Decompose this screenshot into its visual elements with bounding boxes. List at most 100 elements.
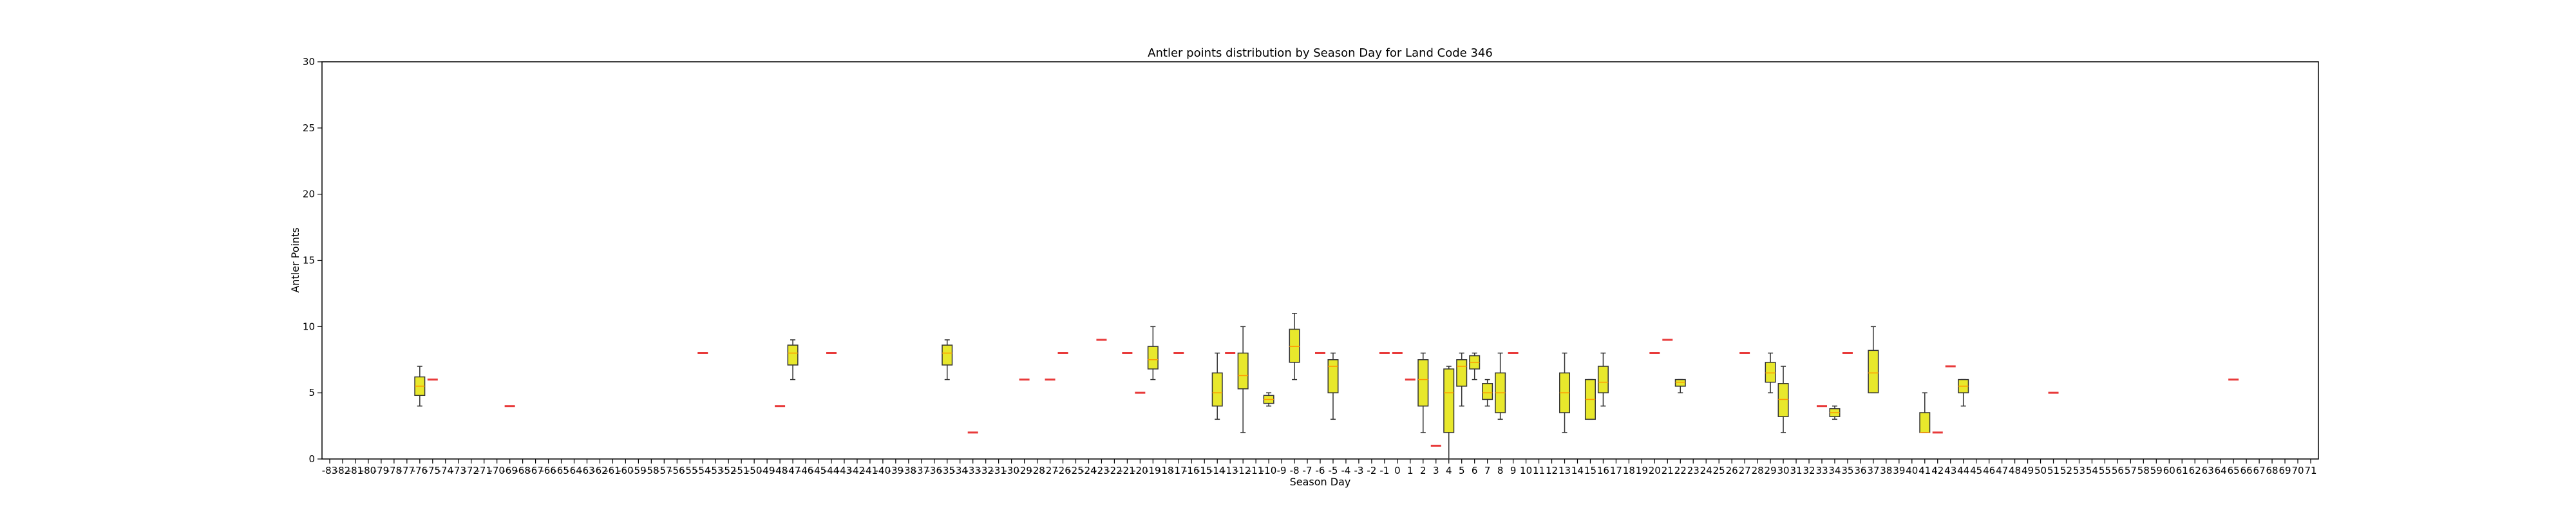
x-tick-label: -24: [1081, 465, 1097, 476]
x-tick-label: -54: [695, 465, 711, 476]
x-tick-label: 50: [2034, 465, 2047, 476]
x-tick-label: -17: [1171, 465, 1187, 476]
x-tick-label: -23: [1094, 465, 1110, 476]
box-plot: [942, 339, 953, 380]
box-plot: [414, 366, 426, 407]
x-tick-label: 12: [1546, 465, 1558, 476]
x-tick-label: 60: [2163, 465, 2175, 476]
x-tick-label: 13: [1558, 465, 1571, 476]
x-tick-label: 14: [1571, 465, 1584, 476]
x-tick-label: -44: [824, 465, 840, 476]
x-tick-label: 27: [1739, 465, 1751, 476]
x-tick-label: 1: [1407, 465, 1414, 476]
x-tick-label: -21: [1119, 465, 1135, 476]
x-tick-label: -58: [643, 465, 659, 476]
x-tick-label: 2: [1420, 465, 1426, 476]
x-tick-label: -1: [1379, 465, 1389, 476]
x-tick-label: -66: [540, 465, 556, 476]
x-tick-label: -35: [940, 465, 956, 476]
box-body: [1456, 359, 1468, 387]
x-tick-label: 4: [1446, 465, 1452, 476]
x-tick-label: 57: [2125, 465, 2137, 476]
x-tick-label: 33: [1815, 465, 1828, 476]
x-tick-label: -72: [463, 465, 479, 476]
x-tick-label: -22: [1106, 465, 1122, 476]
box-plot: [1263, 392, 1274, 407]
box-body: [1147, 346, 1159, 370]
box-plot: [1584, 379, 1596, 420]
x-tick-label: -51: [734, 465, 750, 476]
box-plot: [1597, 352, 1609, 407]
x-tick-label: 49: [2022, 465, 2034, 476]
x-tick-label: -34: [952, 465, 968, 476]
box-body: [1289, 328, 1300, 363]
box-plot: [1495, 352, 1506, 420]
x-tick-label: 52: [2060, 465, 2072, 476]
plot-area: [321, 61, 2319, 460]
x-tick-label: -8: [1290, 465, 1300, 476]
box-series: [414, 313, 1969, 460]
x-tick-label: 41: [1918, 465, 1931, 476]
x-tick-label: 15: [1584, 465, 1596, 476]
x-tick-label: -25: [1068, 465, 1084, 476]
x-tick-label: 9: [1510, 465, 1517, 476]
x-tick-label: -18: [1158, 465, 1174, 476]
x-tick-label: -60: [618, 465, 634, 476]
y-tick-label: 0: [308, 453, 315, 465]
x-tick-label: 16: [1597, 465, 1609, 476]
x-tick-label: -82: [335, 465, 351, 476]
x-tick-label: 62: [2189, 465, 2201, 476]
x-tick-label: -70: [489, 465, 505, 476]
y-tick-label: 30: [303, 56, 315, 68]
x-tick-label: 26: [1726, 465, 1738, 476]
x-tick-label: 8: [1497, 465, 1504, 476]
x-tick-label: 24: [1700, 465, 1712, 476]
x-tick-label: -73: [450, 465, 466, 476]
x-tick-label: 10: [1520, 465, 1532, 476]
x-tick-label: 70: [2291, 465, 2304, 476]
x-tick-label: 25: [1713, 465, 1725, 476]
x-tick-label: 39: [1893, 465, 1905, 476]
x-tick-label: 40: [1906, 465, 1918, 476]
box-body: [942, 344, 953, 366]
box-body: [1597, 366, 1609, 393]
x-tick-label: 45: [1970, 465, 1982, 476]
box-body: [1327, 359, 1339, 393]
x-tick-label: 36: [1854, 465, 1866, 476]
x-tick-label: 22: [1674, 465, 1687, 476]
x-tick-label: -3: [1354, 465, 1363, 476]
y-axis-title: Antler Points: [289, 227, 301, 292]
box-plot: [1868, 326, 1879, 393]
x-tick-label: 68: [2266, 465, 2278, 476]
x-tick-label: -28: [1029, 465, 1045, 476]
y-tick-label: 10: [303, 321, 315, 332]
x-tick-label: -29: [1016, 465, 1032, 476]
box-plot: [1443, 366, 1455, 460]
box-plot: [1829, 405, 1841, 420]
x-tick-label: 0: [1394, 465, 1401, 476]
box-plot: [1919, 392, 1931, 433]
x-tick-label: 34: [1828, 465, 1841, 476]
box-body: [1417, 359, 1429, 407]
box-plot: [1211, 352, 1223, 420]
box-plot: [1482, 379, 1493, 407]
x-tick-label: -30: [1003, 465, 1019, 476]
x-tick-label: 11: [1533, 465, 1545, 476]
box-body: [1777, 383, 1789, 417]
x-tick-label: -48: [772, 465, 788, 476]
chart-title: Antler points distribution by Season Day…: [1148, 46, 1493, 60]
x-tick-label: 61: [2176, 465, 2188, 476]
x-tick-label: 43: [1944, 465, 1956, 476]
box-plot: [1147, 326, 1159, 380]
x-tick-label: 42: [1931, 465, 1944, 476]
x-tick-label: -16: [1184, 465, 1200, 476]
x-tick-label: -49: [759, 465, 775, 476]
x-tick-label: -83: [322, 465, 338, 476]
x-tick-label: 48: [2009, 465, 2021, 476]
box-body: [1868, 350, 1879, 393]
x-tick-label: -15: [1197, 465, 1213, 476]
x-tick-label: -75: [425, 465, 441, 476]
x-axis-title: Season Day: [1290, 476, 1351, 488]
x-tick-label: 64: [2215, 465, 2227, 476]
